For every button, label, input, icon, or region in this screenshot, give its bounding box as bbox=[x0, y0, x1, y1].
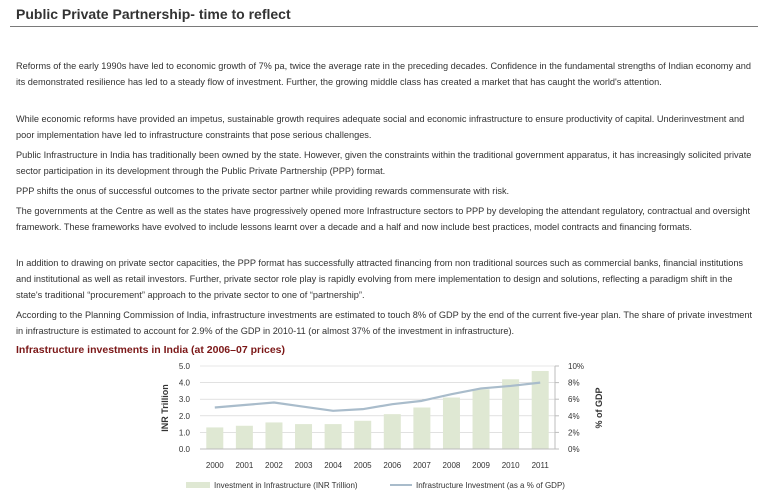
paragraph-planning-commission: According to the Planning Commission of … bbox=[16, 310, 753, 337]
bar-2006 bbox=[383, 414, 401, 449]
paragraph-ppp-onus: PPP shifts the onus of successful outcom… bbox=[16, 186, 510, 196]
y2-tick-label: 0% bbox=[568, 445, 580, 454]
chart-title: Infrastructure investments in India (at … bbox=[16, 344, 286, 356]
bar-2010 bbox=[502, 379, 520, 449]
bar-2000 bbox=[206, 427, 224, 449]
y-tick-label: 4.0 bbox=[179, 379, 191, 388]
infrastructure-investment-chart: 0.0 1.0 2.0 3.0 4.0 5.0 0% 2% 4% 6% 8% 10% 2000 200… bbox=[160, 362, 604, 490]
x-tick-label: 2003 bbox=[295, 461, 313, 470]
x-tick-label: 2007 bbox=[413, 461, 431, 470]
x-tick-label: 2000 bbox=[206, 461, 224, 470]
paragraph-public-infrastructure: Public Infrastructure in India has tradi… bbox=[16, 150, 752, 177]
x-tick-label: 2008 bbox=[443, 461, 461, 470]
legend-line-label: Infrastructure Investment (as a % of GDP… bbox=[416, 481, 565, 490]
y2-axis-label: % of GDP bbox=[594, 387, 604, 428]
x-tick-label: 2009 bbox=[472, 461, 490, 470]
x-tick-label: 2001 bbox=[235, 461, 253, 470]
bar-2004 bbox=[324, 424, 342, 449]
bar-2002 bbox=[265, 422, 283, 449]
x-tick-label: 2005 bbox=[354, 461, 372, 470]
y2-tick-label: 8% bbox=[568, 379, 580, 388]
bar-2005 bbox=[354, 420, 372, 449]
y2-tick-label: 10% bbox=[568, 362, 584, 371]
y-axis-label: INR Trillion bbox=[160, 384, 170, 432]
y-tick-label: 1.0 bbox=[179, 428, 191, 437]
gdp-share-line bbox=[214, 381, 541, 412]
x-tick-label: 2011 bbox=[532, 461, 550, 470]
y2-tick-label: 4% bbox=[568, 412, 580, 421]
bar-2011 bbox=[531, 370, 549, 449]
paragraph-reforms: Reforms of the early 1990s have led to e… bbox=[16, 61, 751, 88]
x-tick-label: 2006 bbox=[383, 461, 401, 470]
x-tick-label: 2004 bbox=[324, 461, 342, 470]
y-tick-label: 0.0 bbox=[179, 445, 191, 454]
paragraph-private-capacities: In addition to drawing on private sector… bbox=[16, 258, 744, 301]
y-tick-label: 5.0 bbox=[179, 362, 191, 371]
bar-2007 bbox=[413, 407, 431, 449]
paragraph-governments: The governments at the Centre as well as… bbox=[16, 206, 751, 233]
x-tick-label: 2010 bbox=[502, 461, 520, 470]
x-tick-label: 2002 bbox=[265, 461, 283, 470]
y-tick-label: 2.0 bbox=[179, 412, 191, 421]
y2-tick-label: 2% bbox=[568, 428, 580, 437]
page-title: Public Private Partnership- time to refl… bbox=[16, 6, 291, 22]
y-tick-label: 3.0 bbox=[179, 395, 191, 404]
bar-2009 bbox=[472, 389, 490, 449]
title-divider bbox=[10, 26, 758, 27]
bar-2001 bbox=[235, 425, 253, 449]
paragraph-impetus: While economic reforms have provided an … bbox=[16, 114, 745, 141]
legend-bar-label: Investment in Infrastructure (INR Trilli… bbox=[214, 481, 358, 490]
bar-2003 bbox=[295, 424, 313, 449]
legend-bar-swatch bbox=[186, 482, 210, 488]
bar-2008 bbox=[442, 397, 460, 449]
y2-tick-label: 6% bbox=[568, 395, 580, 404]
